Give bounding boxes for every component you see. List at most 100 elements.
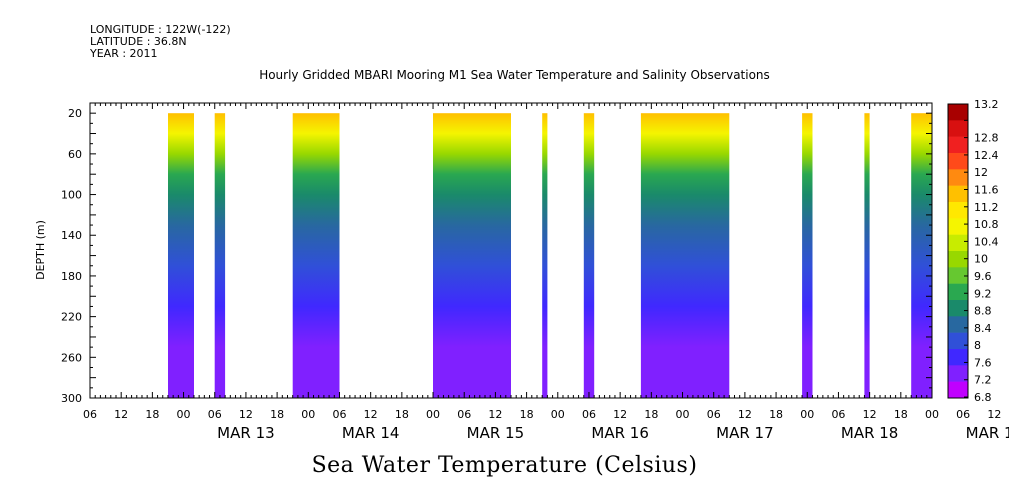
colorbar-label: 11.2 xyxy=(974,201,999,214)
x-tick-label: 00 xyxy=(301,408,315,421)
colorbar-label: 12 xyxy=(974,166,988,179)
colorbar-swatch xyxy=(948,332,968,350)
observation-bar-8 xyxy=(802,113,813,398)
colorbar-label: 7.6 xyxy=(974,356,992,369)
colorbar-label: 7.2 xyxy=(974,374,992,387)
x-tick-label: 12 xyxy=(239,408,253,421)
x-tick-label: 18 xyxy=(644,408,658,421)
colorbar-swatch xyxy=(948,185,968,203)
x-tick-label: 06 xyxy=(457,408,471,421)
x-tick-label: 18 xyxy=(270,408,284,421)
colorbar: 13.2 12.8 12.4 12 11.6 11.2 10.8 10.4 10 9.6 9.2 8.… xyxy=(947,98,999,404)
y-tick-label: 20 xyxy=(68,107,82,120)
colorbar-swatch xyxy=(948,381,968,399)
x-tick-label: 12 xyxy=(987,408,1001,421)
x-day-label: MAR 16 xyxy=(591,424,648,442)
colorbar-label: 8 xyxy=(974,339,981,352)
x-tick-label: 06 xyxy=(208,408,222,421)
data-layer xyxy=(168,113,932,398)
y-tick-label: 300 xyxy=(61,392,82,405)
observation-bar-1 xyxy=(168,113,194,398)
observation-bar-3 xyxy=(292,113,340,398)
x-day-label: MAR 14 xyxy=(342,424,399,442)
x-day-label: MAR 18 xyxy=(841,424,898,442)
x-tick-label: 12 xyxy=(364,408,378,421)
colorbar-swatch xyxy=(948,365,968,382)
observation-bar-7 xyxy=(640,113,730,398)
x-tick-label: 18 xyxy=(145,408,159,421)
latitude-label: LATITUDE : 36.8N xyxy=(90,35,187,48)
x-axis-title: Sea Water Temperature (Celsius) xyxy=(311,453,698,478)
x-tick-label: 00 xyxy=(426,408,440,421)
y-tick-label: 100 xyxy=(61,189,82,202)
colorbar-label: 9.6 xyxy=(974,270,992,283)
colorbar-swatch xyxy=(948,349,968,366)
colorbar-swatch xyxy=(948,136,968,154)
colorbar-swatch xyxy=(948,300,968,317)
x-tick-label: 00 xyxy=(177,408,191,421)
observation-bar-9 xyxy=(864,113,870,398)
observation-bar-5 xyxy=(542,113,548,398)
colorbar-label: 12.8 xyxy=(974,132,999,145)
x-tick-label: 18 xyxy=(395,408,409,421)
x-tick-label: 06 xyxy=(83,408,97,421)
colorbar-label: 13.2 xyxy=(974,98,999,111)
y-tick-label: 220 xyxy=(61,311,82,324)
x-tick-label: 18 xyxy=(894,408,908,421)
x-day-label: MAR 19 xyxy=(966,424,1009,442)
colorbar-label: 11.6 xyxy=(974,184,999,197)
x-tick-label: 12 xyxy=(613,408,627,421)
colorbar-swatch xyxy=(948,316,968,333)
colorbar-swatch xyxy=(948,104,968,121)
x-tick-label: 00 xyxy=(925,408,939,421)
x-tick-label: 06 xyxy=(831,408,845,421)
longitude-label: LONGITUDE : 122W(-122) xyxy=(90,23,231,36)
colorbar-label: 10.4 xyxy=(974,235,999,248)
y-tick-label: 260 xyxy=(61,351,82,364)
x-day-label: MAR 17 xyxy=(716,424,773,442)
x-tick-label: 00 xyxy=(676,408,690,421)
colorbar-swatch xyxy=(948,267,968,284)
x-tick-label: 00 xyxy=(551,408,565,421)
colorbar-swatch xyxy=(948,251,968,268)
colorbar-label: 8.4 xyxy=(974,322,992,335)
x-tick-label: 06 xyxy=(582,408,596,421)
x-tick-label: 00 xyxy=(800,408,814,421)
colorbar-label: 10.8 xyxy=(974,218,999,231)
year-label: YEAR : 2011 xyxy=(90,47,158,60)
x-tick-label: 12 xyxy=(738,408,752,421)
colorbar-swatch xyxy=(948,234,968,252)
observation-bar-10 xyxy=(911,113,932,398)
colorbar-label: 10 xyxy=(974,253,988,266)
colorbar-swatch xyxy=(948,120,968,137)
y-tick-label: 60 xyxy=(68,148,82,161)
observation-bar-2 xyxy=(214,113,226,398)
chart-title: Hourly Gridded MBARI Mooring M1 Sea Wate… xyxy=(259,68,770,82)
colorbar-swatch xyxy=(948,169,968,186)
x-day-label: MAR 13 xyxy=(217,424,274,442)
colorbar-label: 12.4 xyxy=(974,149,999,162)
x-tick-label: 12 xyxy=(488,408,502,421)
observation-bar-6 xyxy=(583,113,595,398)
colorbar-swatch xyxy=(948,153,968,170)
y-tick-label: 180 xyxy=(61,270,82,283)
colorbar-swatch xyxy=(948,218,968,235)
x-tick-label: 06 xyxy=(332,408,346,421)
colorbar-swatch xyxy=(948,283,968,301)
colorbar-label: 9.2 xyxy=(974,287,992,300)
x-tick-label: 12 xyxy=(863,408,877,421)
x-tick-label: 06 xyxy=(707,408,721,421)
y-tick-label: 140 xyxy=(61,229,82,242)
x-tick-label: 18 xyxy=(520,408,534,421)
x-tick-label: 18 xyxy=(769,408,783,421)
x-day-label: MAR 15 xyxy=(467,424,524,442)
colorbar-label: 8.8 xyxy=(974,305,992,318)
observation-bar-4 xyxy=(433,113,511,398)
x-tick-label: 12 xyxy=(114,408,128,421)
y-axis-title: DEPTH (m) xyxy=(34,220,47,280)
x-tick-label: 06 xyxy=(956,408,970,421)
colorbar-label: 6.8 xyxy=(974,391,992,404)
colorbar-swatch xyxy=(948,202,968,219)
